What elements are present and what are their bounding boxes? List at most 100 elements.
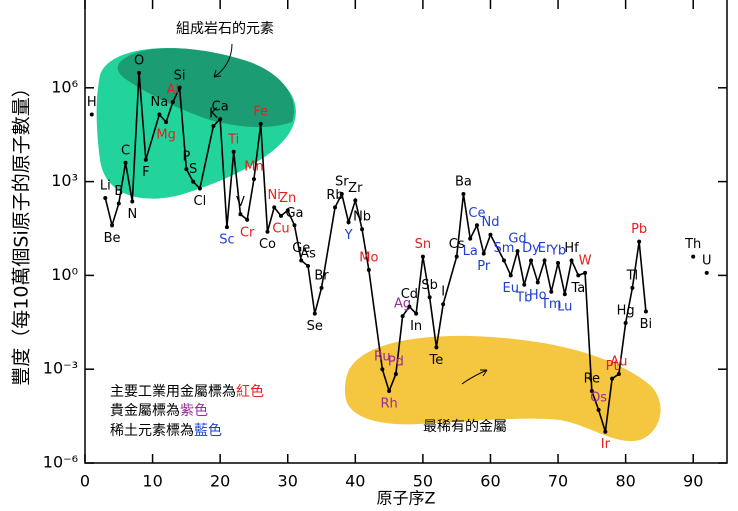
data-point	[211, 124, 216, 129]
data-point	[339, 192, 344, 197]
element-symbol: Dy	[522, 241, 540, 256]
element-symbol: Ir	[601, 437, 611, 452]
element-symbol: Br	[314, 268, 329, 283]
data-point	[481, 251, 486, 256]
element-symbol: Mn	[244, 160, 263, 175]
data-point	[400, 314, 405, 319]
element-symbol: Tb	[515, 290, 532, 305]
data-point	[441, 302, 446, 307]
x-tick-label: 80	[615, 472, 635, 491]
y-axis-label: 豐度（每10萬個Si原子的原子數量）	[11, 78, 33, 386]
element-symbol: K	[209, 107, 218, 122]
element-symbol: C	[121, 143, 130, 158]
data-point	[89, 112, 94, 117]
element-symbol: Cl	[194, 194, 207, 209]
data-point	[623, 321, 628, 326]
element-symbol: U	[702, 253, 712, 268]
y-tick-label: 10⁻³	[43, 359, 78, 378]
axis-frame	[84, 0, 728, 464]
data-point	[224, 225, 229, 230]
data-point	[346, 220, 351, 225]
data-point	[549, 289, 554, 294]
data-point	[231, 149, 236, 154]
rarest-metals-region	[344, 335, 661, 442]
element-symbol: Ce	[468, 206, 485, 221]
data-point	[177, 85, 182, 90]
data-point	[468, 236, 473, 241]
data-point	[319, 285, 324, 290]
data-point	[218, 117, 223, 122]
element-symbol: Yb	[549, 243, 566, 258]
data-point	[278, 213, 283, 218]
element-symbol: Y	[344, 228, 353, 243]
element-symbol: H	[87, 95, 97, 110]
data-point	[637, 239, 642, 244]
data-point	[184, 167, 189, 172]
data-point	[333, 205, 338, 210]
data-point	[258, 121, 263, 126]
data-point	[420, 254, 425, 259]
element-symbol: V	[236, 195, 245, 210]
data-point	[245, 217, 250, 222]
element-symbol: Cs	[449, 237, 465, 252]
data-point	[583, 270, 588, 275]
data-point	[556, 260, 561, 265]
data-point	[251, 177, 256, 182]
element-symbol: Hg	[617, 304, 635, 319]
data-point	[589, 389, 594, 394]
data-point	[292, 223, 297, 228]
data-point	[610, 376, 615, 381]
element-symbol: I	[441, 285, 445, 300]
background-shapes: 組成岩石的元素 最稀有的金屬	[96, 21, 661, 442]
data-point	[522, 282, 527, 287]
element-symbol: Ca	[212, 100, 229, 115]
x-tick-label: 10	[142, 472, 162, 491]
element-symbol: Bi	[640, 317, 653, 332]
data-point	[366, 267, 371, 272]
legend-color-word: 紫色	[180, 402, 208, 419]
data-point	[137, 70, 142, 75]
data-point	[272, 205, 277, 210]
element-symbol: Co	[259, 237, 276, 252]
element-symbol: In	[410, 319, 422, 334]
element-symbol: Pd	[388, 355, 404, 370]
element-symbol: Ho	[529, 288, 547, 303]
element-symbol: Cr	[240, 225, 255, 240]
data-point	[191, 179, 196, 184]
data-point	[542, 258, 547, 263]
data-point	[488, 232, 493, 237]
data-point	[143, 157, 148, 162]
data-point	[461, 192, 466, 197]
data-point	[427, 295, 432, 300]
legend-entry: 主要工業用金屬標為紅色	[110, 383, 264, 400]
x-tick-label: 90	[683, 472, 703, 491]
element-symbol: Lu	[557, 300, 572, 315]
data-point	[197, 186, 202, 191]
data-point	[535, 280, 540, 285]
legend: 主要工業用金屬標為紅色 貴金屬標為紫色 稀土元素標為藍色	[110, 383, 264, 439]
element-symbol: Eu	[503, 281, 519, 296]
data-point	[123, 160, 128, 165]
data-point	[596, 407, 601, 412]
element-symbol: Nb	[353, 210, 371, 225]
legend-entry: 稀土元素標為藍色	[110, 422, 222, 439]
data-point	[643, 309, 648, 314]
element-symbol: La	[463, 244, 478, 259]
data-point	[353, 198, 358, 203]
element-symbol: P	[182, 150, 190, 165]
data-point	[312, 311, 317, 316]
data-point	[393, 372, 398, 377]
data-point	[306, 263, 311, 268]
element-symbol: Mo	[359, 250, 378, 265]
element-symbol: Ru	[374, 350, 391, 365]
data-point	[474, 223, 479, 228]
data-point	[164, 120, 169, 125]
element-symbol: Zr	[348, 181, 363, 196]
x-tick-label: 70	[548, 472, 568, 491]
data-point	[704, 270, 709, 275]
data-point	[562, 292, 567, 297]
y-tick-label: 10⁻⁶	[43, 453, 78, 472]
element-symbol: Pb	[631, 222, 647, 237]
data-point	[508, 273, 513, 278]
